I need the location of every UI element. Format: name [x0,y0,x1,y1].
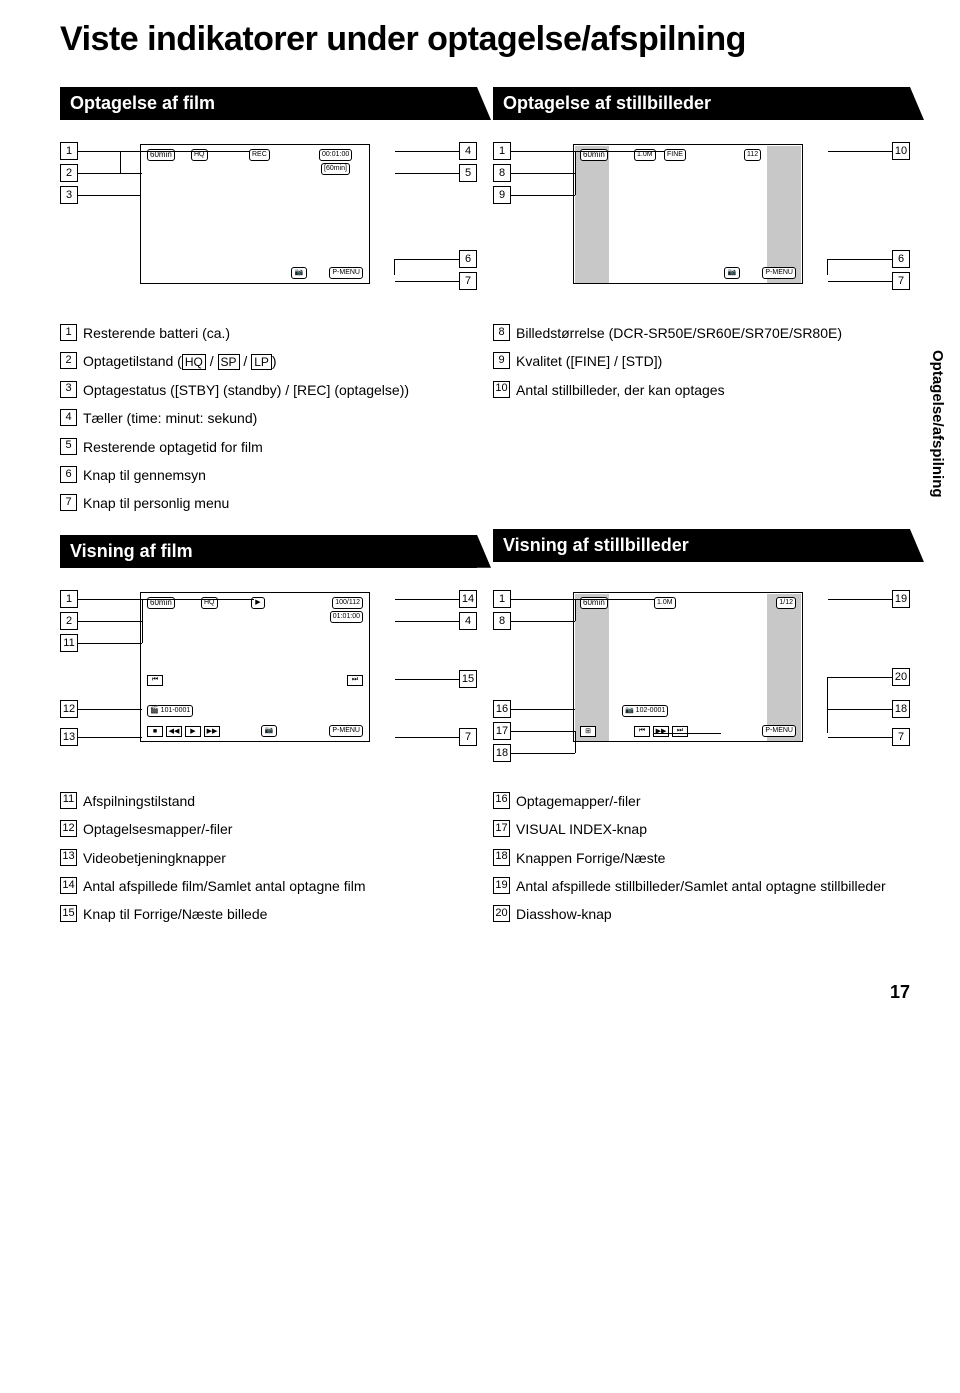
header-rec-still-label: Optagelse af stillbilleder [503,93,711,114]
legend-7: Knap til personlig menu [83,492,229,514]
callout-7d: 7 [892,728,910,746]
ff-icon: ▶▶ [204,726,220,737]
index-icon: ⊞ [580,726,596,737]
lcd-frac: 100/112 [332,597,363,609]
legend-right-bottom: 16Optagemapper/-filer 17VISUAL INDEX-kna… [493,790,910,926]
legend-15: Knap til Forrige/Næste billede [83,903,267,925]
legend-6: Knap til gennemsyn [83,464,206,486]
lcd-counter: 00:01:00 [319,149,352,161]
page-number: 17 [60,982,910,1003]
legend-17: VISUAL INDEX-knap [516,818,647,840]
callout-18l: 18 [493,744,511,762]
diagram-rec-film: 60min HQ REC 00:01:00 [60min] 📷 P-MENU 1… [60,134,477,304]
header-play-still-label: Visning af stillbilleder [503,535,689,556]
play2-icon: ▶ [185,726,201,737]
lcd-time: 01:01:00 [330,611,363,623]
callout-8d: 8 [493,612,511,630]
callout-1b: 1 [493,142,511,160]
header-play-film-label: Visning af film [70,541,193,562]
callout-19: 19 [892,590,910,608]
callout-2c: 2 [60,612,78,630]
legend-9: Kvalitet ([FINE] / [STD]) [516,350,662,372]
slide-icon: ▶▶ [653,726,669,737]
callout-13: 13 [60,728,78,746]
lcd-remain: [60min] [321,163,350,175]
legend-20: Diasshow-knap [516,903,612,925]
callout-6: 6 [459,250,477,268]
next-still-icon: ⏭ [672,726,688,737]
legend-4: Tæller (time: minut: sekund) [83,407,257,429]
lcd-pmenu: P-MENU [329,267,363,279]
lcd-status: REC [249,149,270,161]
callout-12: 12 [60,700,78,718]
legend-19: Antal afspillede stillbilleder/Samlet an… [516,875,886,897]
prev-still-icon: ⏮ [634,726,650,737]
lcd-quality: FINE [664,149,686,161]
callout-4: 4 [459,142,477,160]
header-play-film: Visning af film [60,535,477,568]
callout-1d: 1 [493,590,511,608]
callout-7b: 7 [892,272,910,290]
callout-9: 9 [493,186,511,204]
camera-icon: 📷 [261,725,277,737]
callout-16: 16 [493,700,511,718]
legend-8: Billedstørrelse (DCR-SR50E/SR60E/SR70E/S… [516,322,842,344]
callout-17: 17 [493,722,511,740]
callout-5: 5 [459,164,477,182]
legend-10: Antal stillbilleder, der kan optages [516,379,725,401]
legend-13: Videobetjeningknapper [83,847,226,869]
callout-20: 20 [892,668,910,686]
callout-6b: 6 [892,250,910,268]
legend-12: Optagelsesmapper/-filer [83,818,232,840]
diagram-play-film: 60min HQ ▶ 100/112 01:01:00 ⏮ ⏭ 🎬 101-00… [60,582,477,762]
callout-3: 3 [60,186,78,204]
legend-2: Optagetilstand (HQ / SP / LP) [83,350,277,372]
callout-10: 10 [892,142,910,160]
lcd-folder: 🎬 101-0001 [147,705,193,717]
rew-icon: ◀◀ [166,726,182,737]
lcd-pmenu: P-MENU [762,725,796,737]
header-rec-film-label: Optagelse af film [70,93,215,114]
lcd-pmenu: P-MENU [762,267,796,279]
stop-icon: ■ [147,726,163,737]
header-play-still: Visning af stillbilleder [493,529,910,562]
page-title: Viste indikatorer under optagelse/afspil… [60,20,910,59]
lcd-frac: 1/12 [776,597,796,609]
legend-right-top: 8Billedstørrelse (DCR-SR50E/SR60E/SR70E/… [493,322,910,401]
legend-left-top: 1Resterende batteri (ca.) 2Optagetilstan… [60,322,477,515]
legend-18: Knappen Forrige/Næste [516,847,665,869]
lcd-count: 112 [744,149,761,161]
callout-14: 14 [459,590,477,608]
side-tab: Optagelse/afspilning [929,350,946,498]
callout-7: 7 [459,272,477,290]
diagram-rec-still: 60min 1.0M FINE 112 📷 P-MENU 1 8 9 10 [493,134,910,304]
legend-5: Resterende optagetid for film [83,436,263,458]
camera-icon: 📷 [724,267,740,279]
camera-icon: 📷 [291,267,307,279]
callout-2: 2 [60,164,78,182]
legend-11: Afspilningstilstand [83,790,195,812]
lcd-size: 1.0M [654,597,676,609]
header-rec-film: Optagelse af film [60,87,477,120]
callout-15: 15 [459,670,477,688]
lcd-pmenu: P-MENU [329,725,363,737]
header-rec-still: Optagelse af stillbilleder [493,87,910,120]
legend-left-bottom: 11Afspilningstilstand 12Optagelsesmapper… [60,790,477,926]
next-icon: ⏭ [347,675,363,686]
lcd-folder: 📷 102-0001 [622,705,668,717]
callout-7c: 7 [459,728,477,746]
callout-11: 11 [60,634,78,652]
legend-1: Resterende batteri (ca.) [83,322,230,344]
callout-4c: 4 [459,612,477,630]
diagram-play-still: 60min 1.0M 1/12 📷 102-0001 ⊞ ⏮ ▶▶ ⏭ P-ME… [493,582,910,762]
legend-3: Optagestatus ([STBY] (standby) / [REC] (… [83,379,409,401]
legend-14: Antal afspillede film/Samlet antal optag… [83,875,365,897]
callout-1: 1 [60,142,78,160]
callout-8: 8 [493,164,511,182]
callout-1c: 1 [60,590,78,608]
prev-icon: ⏮ [147,675,163,686]
legend-16: Optagemapper/-filer [516,790,641,812]
callout-18r: 18 [892,700,910,718]
